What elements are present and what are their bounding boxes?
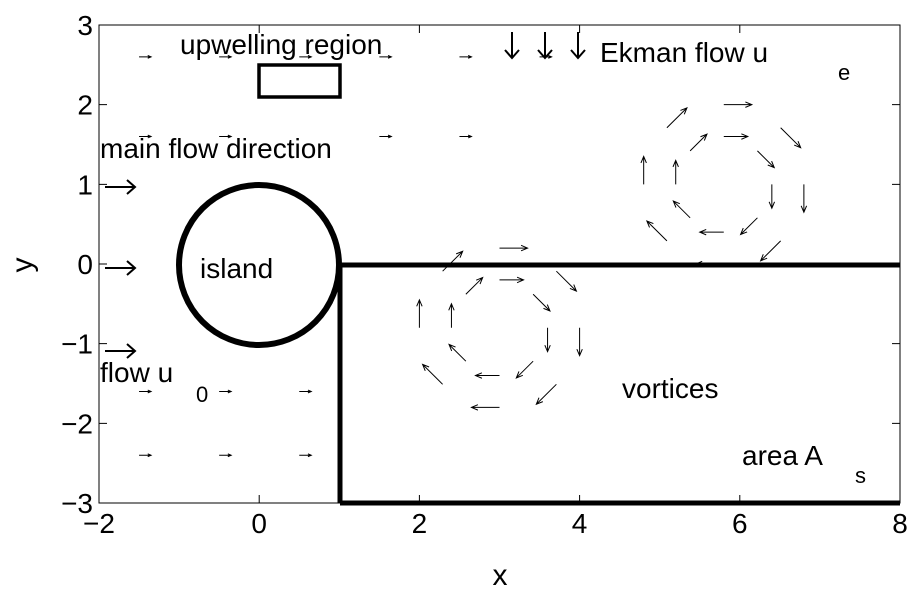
boundary <box>337 262 900 506</box>
vector-arrow <box>739 217 758 236</box>
vector-arrow <box>416 298 423 328</box>
vector-arrow <box>299 55 313 59</box>
vector-arrow <box>379 134 393 139</box>
vector-arrow <box>780 127 802 149</box>
annotation: island <box>200 253 273 284</box>
vector-arrow <box>640 155 647 185</box>
vector-arrow <box>768 184 776 210</box>
vector-arrow <box>515 360 534 379</box>
annotation-subscript: e <box>838 60 850 85</box>
x-tick-label: 4 <box>572 508 588 539</box>
x-tick-label: −2 <box>83 508 115 539</box>
vector-arrow <box>299 453 313 458</box>
vector-arrow <box>535 383 557 406</box>
y-tick-label: 1 <box>77 169 93 200</box>
vector-arrow <box>689 133 708 152</box>
y-tick-label: −2 <box>61 408 93 439</box>
vector-arrow <box>459 55 473 59</box>
annotation-subscript: 0 <box>196 382 208 407</box>
vector-arrow <box>723 133 750 140</box>
vector-arrow <box>576 327 583 357</box>
x-tick-label: 6 <box>732 508 748 539</box>
vector-arrow <box>465 276 484 295</box>
vector-arrow <box>421 363 443 385</box>
vector-arrow <box>499 276 525 284</box>
vector-arrow <box>379 55 393 59</box>
ekman-arrows <box>504 32 586 60</box>
vector-arrow <box>672 159 679 185</box>
vector-arrow <box>299 389 313 394</box>
vector-arrow <box>459 134 473 139</box>
vector-arrow <box>219 453 233 458</box>
vector-arrow <box>666 106 688 129</box>
vector-arrow <box>757 150 776 169</box>
upwelling-box <box>257 63 342 99</box>
x-tick-label: 8 <box>892 508 908 539</box>
vector-arrow <box>139 134 153 139</box>
y-tick-label: 2 <box>77 90 93 121</box>
vector-arrow <box>139 389 153 394</box>
vector-arrow <box>759 240 782 262</box>
vector-arrow <box>723 101 754 108</box>
x-tick-label: 0 <box>251 508 267 539</box>
y-axis-label: y <box>6 258 39 273</box>
vector-arrow <box>139 453 153 458</box>
annotation-subscript: s <box>855 463 866 488</box>
vector-arrow <box>219 55 233 59</box>
vector-arrow <box>694 260 724 268</box>
vector-arrow <box>470 404 500 411</box>
vector-arrow <box>672 200 691 219</box>
vector-arrow <box>499 244 529 252</box>
annotation: main flow direction <box>100 133 332 164</box>
vector-arrow <box>556 270 578 292</box>
annotation: area A <box>742 440 823 471</box>
vector-arrow <box>800 184 808 214</box>
vector-arrow <box>448 343 467 362</box>
vector-arrow <box>539 55 553 59</box>
y-tick-label: 0 <box>77 249 93 280</box>
y-tick-label: 3 <box>77 10 93 41</box>
annotation: vortices <box>622 373 718 404</box>
vector-arrow <box>698 228 724 236</box>
vector-arrow <box>442 250 464 272</box>
vector-arrow <box>544 327 551 353</box>
vector-arrow <box>645 220 668 242</box>
annotation: flow u <box>100 357 173 388</box>
x-axis-label: x <box>493 559 508 592</box>
y-tick-label: −3 <box>61 488 93 519</box>
x-tick-label: 2 <box>412 508 428 539</box>
y-tick-label: −1 <box>61 329 93 360</box>
vector-arrow <box>474 372 500 379</box>
vector-arrow <box>139 55 153 59</box>
annotation: Ekman flow u <box>600 37 768 68</box>
vector-arrow <box>448 302 455 328</box>
annotation: upwelling region <box>180 29 382 60</box>
vector-arrow <box>219 389 233 394</box>
vector-arrow <box>219 134 233 139</box>
vector-arrow <box>532 293 551 312</box>
flow-arrows <box>105 179 137 359</box>
